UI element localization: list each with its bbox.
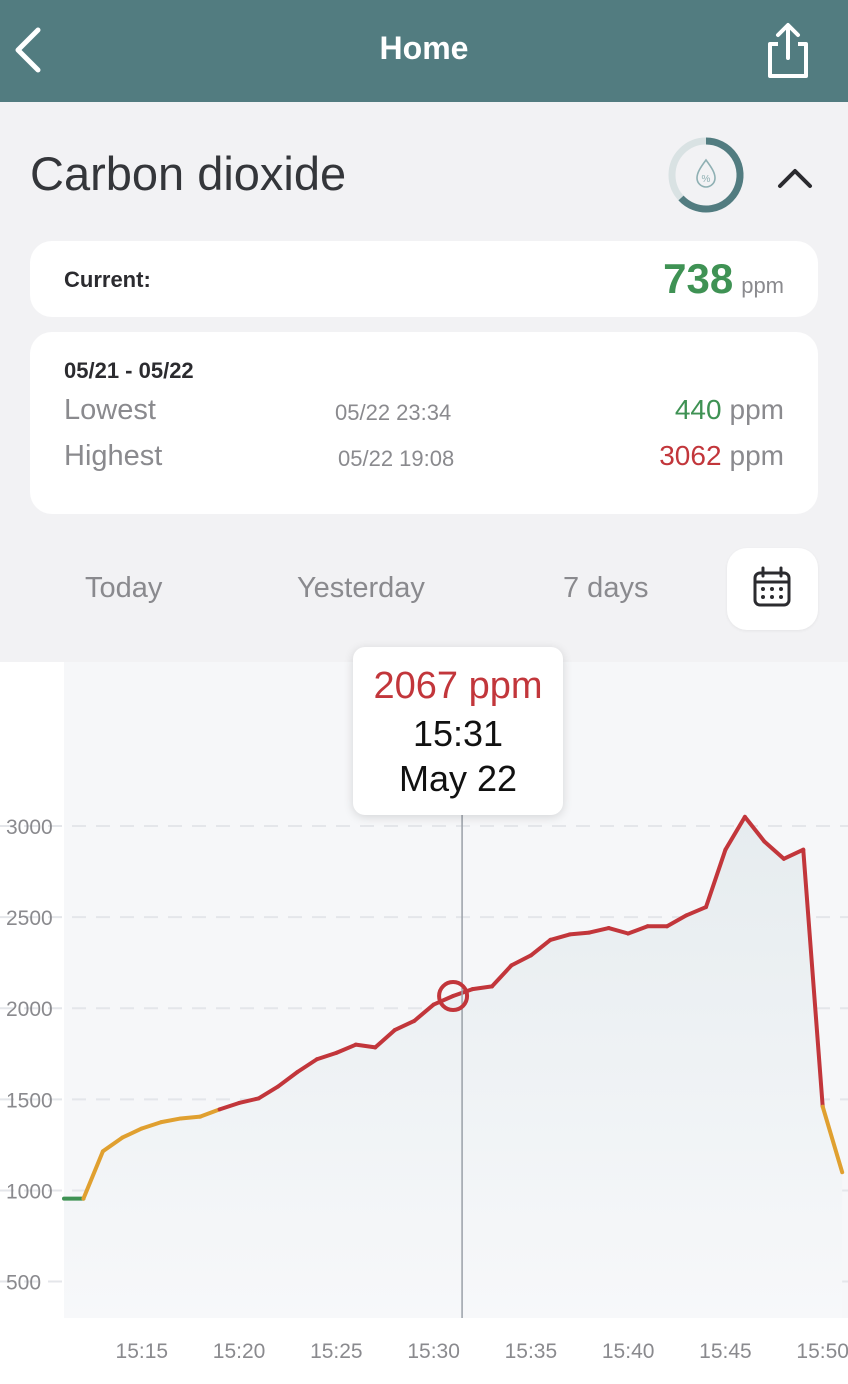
y-tick-label: 2500 xyxy=(6,907,53,930)
series-segment xyxy=(548,932,572,942)
series-segment xyxy=(606,926,631,936)
x-tick-label: 15:20 xyxy=(213,1340,266,1363)
series-segment xyxy=(703,847,728,910)
y-tick-label: 3000 xyxy=(6,816,53,839)
highest-unit: ppm xyxy=(729,440,784,471)
series-segment xyxy=(742,814,767,844)
series-segment xyxy=(256,1084,280,1101)
highest-number: 3062 xyxy=(659,440,722,471)
series-segment xyxy=(820,1104,845,1175)
y-tick-label: 2000 xyxy=(6,998,53,1021)
y-tick-label: 1500 xyxy=(6,1089,53,1112)
lowest-time: 05/22 23:34 xyxy=(335,400,452,425)
series-segment xyxy=(489,963,514,989)
series-segment xyxy=(781,847,806,861)
series-segment xyxy=(159,1116,183,1125)
series-segment xyxy=(237,1096,261,1105)
series-segment xyxy=(100,1135,125,1154)
sensor-status-ring[interactable]: % xyxy=(664,133,748,217)
series-segment xyxy=(762,839,786,861)
current-unit: ppm xyxy=(741,273,784,298)
chevron-up-icon xyxy=(778,169,812,188)
current-label: Current: xyxy=(64,267,151,292)
x-tick-label: 15:35 xyxy=(505,1340,558,1363)
tab-yesterday[interactable]: Yesterday xyxy=(297,572,425,604)
x-tick-label: 15:50 xyxy=(796,1340,848,1363)
series-segment xyxy=(120,1126,144,1140)
range-card: 05/21 - 05/22 Lowest 05/22 23:34 440 ppm … xyxy=(30,332,818,514)
series-segment xyxy=(334,1042,358,1055)
highest-label: Highest xyxy=(64,440,163,472)
series-segment xyxy=(567,930,592,937)
share-icon xyxy=(768,23,808,78)
humidity-drop-icon: % xyxy=(668,137,744,213)
series-segment xyxy=(528,937,553,958)
series-segment xyxy=(470,984,494,992)
series-segment xyxy=(412,1002,436,1023)
lowest-unit: ppm xyxy=(729,394,784,425)
tooltip-date: May 22 xyxy=(398,758,518,799)
series-segment xyxy=(684,905,708,918)
tooltip-time: 15:31 xyxy=(412,713,504,754)
range-period: 05/21 - 05/22 xyxy=(64,358,194,383)
collapse-button[interactable] xyxy=(772,160,818,194)
highest-time: 05/22 19:08 xyxy=(338,446,455,471)
series-segment xyxy=(314,1050,339,1062)
x-tick-label: 15:40 xyxy=(602,1340,655,1363)
sensor-title: Carbon dioxide xyxy=(30,147,347,200)
series-segment xyxy=(626,924,650,936)
share-button[interactable] xyxy=(760,20,816,82)
co2-line-chart[interactable]: 500 1000 1500 2000 2500 3000 15:15 15:20 15:25 15… xyxy=(0,662,848,1384)
lowest-value: 440 ppm xyxy=(675,394,784,426)
lowest-label: Lowest xyxy=(64,394,156,426)
series-segment xyxy=(353,1042,378,1050)
current-number: 738 xyxy=(663,255,734,302)
series-segment xyxy=(723,814,747,852)
tab-7-days[interactable]: 7 days xyxy=(563,572,649,604)
y-tick-label: 1000 xyxy=(6,1180,53,1203)
series-segment xyxy=(198,1107,222,1119)
y-tick-label: 500 xyxy=(6,1272,41,1295)
tab-today[interactable]: Today xyxy=(85,572,163,604)
tooltip-value: 2067 ppm xyxy=(373,665,543,707)
series-segment xyxy=(665,913,689,929)
series-segment xyxy=(509,953,533,968)
calendar-icon xyxy=(753,566,791,607)
chevron-left-icon xyxy=(15,27,41,73)
page-title: Home xyxy=(379,30,469,66)
highest-value: 3062 ppm xyxy=(659,440,784,472)
svg-text:%: % xyxy=(702,174,711,185)
series-segment xyxy=(392,1018,417,1033)
series-segment xyxy=(295,1057,319,1074)
series-segment xyxy=(81,1149,105,1201)
series-segment xyxy=(275,1070,300,1089)
series-segment xyxy=(431,994,456,1007)
series-segment xyxy=(801,847,825,1109)
series-segment xyxy=(587,926,611,935)
highlight-point xyxy=(437,980,470,1013)
back-button[interactable] xyxy=(10,22,54,78)
series-segment xyxy=(139,1120,164,1131)
series-segment xyxy=(178,1114,203,1121)
series-segment xyxy=(217,1100,242,1112)
x-tick-label: 15:45 xyxy=(699,1340,752,1363)
x-tick-label: 15:30 xyxy=(407,1340,460,1363)
chart-tooltip: 2067 ppm 15:31 May 22 xyxy=(353,647,563,815)
area-fill xyxy=(64,816,843,1318)
current-value: 738 ppm xyxy=(663,255,784,303)
series-segment xyxy=(373,1028,397,1050)
x-tick-label: 15:25 xyxy=(310,1340,363,1363)
chart-area[interactable]: 500 1000 1500 2000 2500 3000 15:15 15:20 15:25 15… xyxy=(0,662,848,1384)
x-tick-label: 15:15 xyxy=(116,1340,169,1363)
calendar-button[interactable] xyxy=(727,548,818,630)
top-bar: Home xyxy=(0,0,848,102)
current-card: Current: 738 ppm xyxy=(30,241,818,317)
lowest-number: 440 xyxy=(674,394,722,425)
